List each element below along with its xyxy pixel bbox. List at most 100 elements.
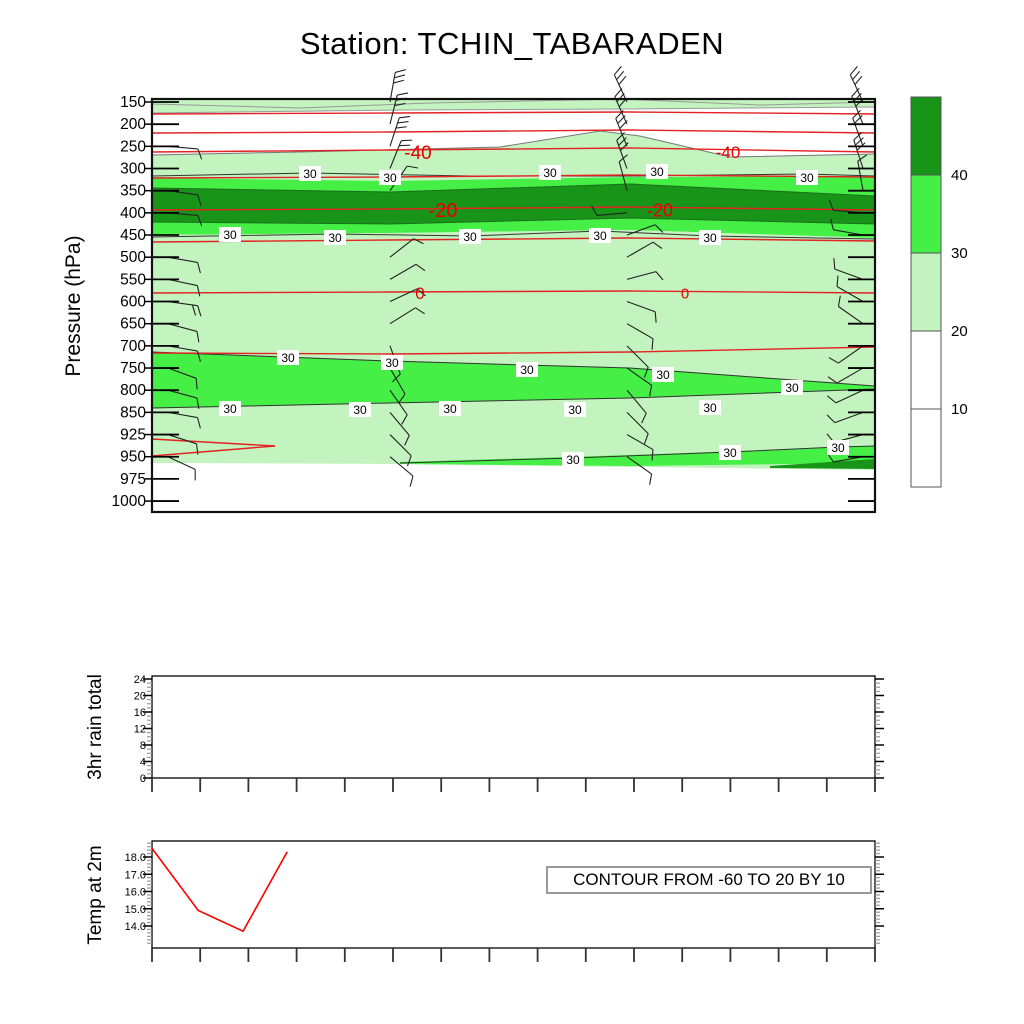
wind-barb [389, 238, 424, 258]
rh-band-white [152, 463, 875, 512]
rh-contour-label: 30 [568, 403, 582, 417]
wind-barb [591, 205, 628, 217]
rh-contour-label: 30 [703, 231, 717, 245]
pressure-tick-labels: 150 200 250 300 350 400 450 500 550 600 650 700 750 8… [112, 94, 147, 510]
wind-barb [389, 307, 425, 325]
colorbar-segment [910, 330, 942, 410]
wind-barb [852, 109, 864, 147]
pressure-tick-label: 700 [120, 338, 146, 355]
wind-barb [833, 258, 864, 280]
wind-barb [389, 69, 406, 103]
rh-filled-contours [152, 99, 875, 512]
rh-contour-label: 30 [303, 167, 317, 181]
pressure-tick-label: 250 [120, 138, 146, 155]
rh-contour-label: 30 [223, 402, 237, 416]
rh-contour-label: 30 [223, 228, 237, 242]
rh-band-bright [152, 352, 875, 408]
rh-band-pale [152, 230, 875, 386]
pressure-tick-label: 300 [120, 161, 146, 178]
wind-barb [389, 367, 406, 404]
wind-barb [626, 456, 653, 485]
pressure-tick-label: 150 [120, 94, 146, 111]
pressure-tick-label: 975 [120, 471, 146, 488]
rh-band-dark [152, 184, 875, 224]
temperature-contour-label: -40 [716, 143, 741, 162]
temp-series-line [151, 847, 288, 933]
rain-tick-label: 8 [140, 740, 146, 752]
pressure-tick-label: 350 [120, 183, 146, 200]
colorbar-label: 30 [951, 245, 968, 262]
temp-tick-label: 16.0 [125, 887, 146, 899]
temp-tick-label: 17.0 [125, 869, 146, 881]
pressure-tick-label: 450 [120, 227, 146, 244]
rh-contour-label: 30 [353, 403, 367, 417]
wind-barb [626, 434, 654, 461]
rh-band-dark [770, 459, 875, 469]
rh-contour-label: 30 [723, 446, 737, 460]
rain-tick-label: 4 [140, 757, 146, 769]
wind-barb [827, 367, 864, 384]
pressure-tick-label: 550 [120, 271, 146, 288]
pressure-tick-label: 750 [120, 360, 146, 377]
wind-barb [626, 389, 647, 424]
wind-barb [389, 456, 414, 487]
temperature-contour-label: -20 [429, 200, 458, 222]
rh-contour-label: 30 [328, 231, 342, 245]
wind-barb [626, 224, 664, 236]
rh-contour-label: 30 [831, 441, 845, 455]
wind-barb [626, 323, 654, 350]
page-title: Station: TCHIN_TABARADEN [299, 26, 725, 61]
temperature-contour-label: -40 [404, 143, 431, 164]
pressure-tick-label: 850 [120, 404, 146, 421]
rain-tick-label: 24 [134, 674, 146, 686]
wind-barbs [167, 66, 868, 487]
pressure-ticks [145, 101, 874, 502]
rh-contour-label: 30 [566, 453, 580, 467]
rain-tick-label: 12 [134, 724, 146, 736]
wind-barb [167, 323, 200, 343]
pressure-tick-label: 400 [120, 205, 146, 222]
rh-contour-label: 30 [520, 363, 534, 377]
wind-barb [167, 456, 196, 481]
wind-barb [616, 132, 629, 169]
rain-tick-label: 16 [134, 707, 146, 719]
wind-barb [615, 110, 628, 147]
colorbar: 40 30 20 10 [910, 96, 968, 488]
rain-tick-label: 20 [134, 691, 146, 703]
temperature-contour-label: 0 [681, 285, 689, 302]
wind-barb [389, 434, 412, 467]
wind-barb [167, 389, 200, 409]
rh-band-pale [152, 131, 875, 181]
wind-barb [613, 66, 628, 103]
temp-tick-label: 15.0 [125, 904, 146, 916]
temp-series [151, 847, 288, 933]
rh-contour-label: 30 [543, 166, 557, 180]
colorbar-segment [910, 96, 942, 176]
wind-barb [389, 389, 408, 425]
wind-barb [853, 132, 866, 169]
colorbar-segment [910, 174, 942, 254]
pressure-tick-label: 650 [120, 316, 146, 333]
wind-barb [626, 411, 649, 445]
rh-contour-label: 30 [383, 171, 397, 185]
wind-barb [828, 345, 864, 364]
rh-contour-label: 30 [656, 368, 670, 382]
wind-barb [389, 288, 426, 303]
temperature-contour-label: -20 [647, 200, 673, 220]
rh-contour-labels: 30 30 30 30 30 30 30 30 30 30 30 30 30 30 30 30 30 30 30 30… [219, 164, 849, 467]
wind-barb [389, 139, 413, 169]
temp-panel [143, 840, 884, 962]
rh-contour-label: 30 [703, 401, 717, 415]
temp-tick-label: 18.0 [125, 852, 146, 864]
wind-barb [389, 115, 411, 147]
contour-note-box: CONTOUR FROM -60 TO 20 BY 10 [546, 866, 872, 894]
wind-barb [857, 154, 868, 191]
colorbar-segment [910, 252, 942, 332]
pressure-tick-label: 950 [120, 449, 146, 466]
colorbar-segment [910, 408, 942, 488]
temp-tick-labels: 14.0 15.0 16.0 17.0 18.0 [125, 852, 146, 933]
rh-contour-label: 30 [593, 229, 607, 243]
wind-barb [827, 389, 864, 404]
rh-contour-label: 30 [281, 351, 295, 365]
